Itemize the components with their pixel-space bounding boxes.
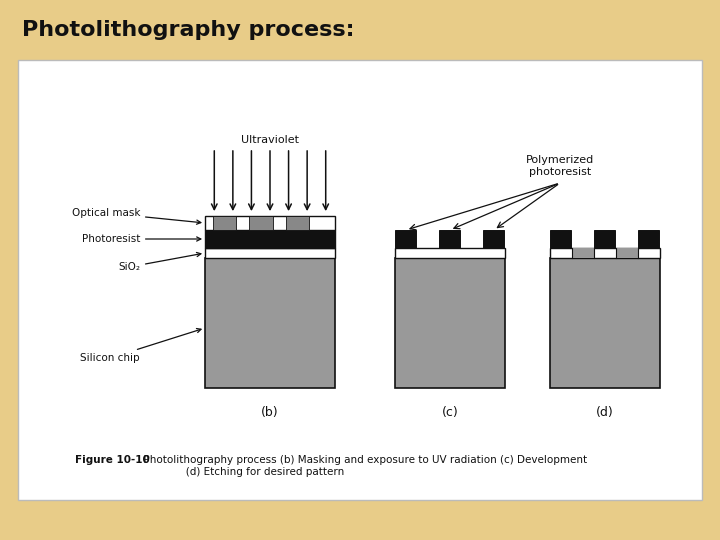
Bar	[550, 230, 571, 248]
Text: Photoresist: Photoresist	[81, 234, 201, 244]
Text: Figure 10-10: Figure 10-10	[75, 455, 150, 465]
Text: Ultraviolet: Ultraviolet	[241, 135, 299, 145]
Bar	[395, 258, 505, 388]
Bar	[249, 216, 273, 230]
Text: (c): (c)	[441, 406, 459, 419]
Bar	[395, 230, 416, 248]
Bar	[439, 230, 460, 248]
Bar	[205, 230, 335, 248]
Bar	[638, 230, 659, 248]
Bar	[205, 216, 335, 230]
Bar	[483, 230, 504, 248]
Bar	[594, 230, 615, 248]
Bar	[550, 258, 660, 388]
Text: Polymerized
photoresist: Polymerized photoresist	[526, 155, 594, 177]
Bar	[205, 248, 335, 258]
Text: Photolithography process (b) Masking and exposure to UV radiation (c) Developmen: Photolithography process (b) Masking and…	[137, 455, 587, 477]
Bar	[18, 60, 702, 500]
Bar	[286, 216, 309, 230]
Text: Silicon chip: Silicon chip	[81, 328, 201, 363]
Text: Photolithography process:: Photolithography process:	[22, 20, 354, 40]
Bar	[205, 258, 335, 388]
Text: SiO₂: SiO₂	[118, 253, 201, 272]
Bar	[616, 248, 638, 258]
Text: (b): (b)	[261, 406, 279, 419]
Bar	[550, 248, 660, 258]
Bar	[213, 216, 236, 230]
Bar	[395, 248, 505, 258]
Text: (d): (d)	[596, 406, 614, 419]
Text: Optical mask: Optical mask	[71, 208, 201, 224]
Bar	[572, 248, 594, 258]
